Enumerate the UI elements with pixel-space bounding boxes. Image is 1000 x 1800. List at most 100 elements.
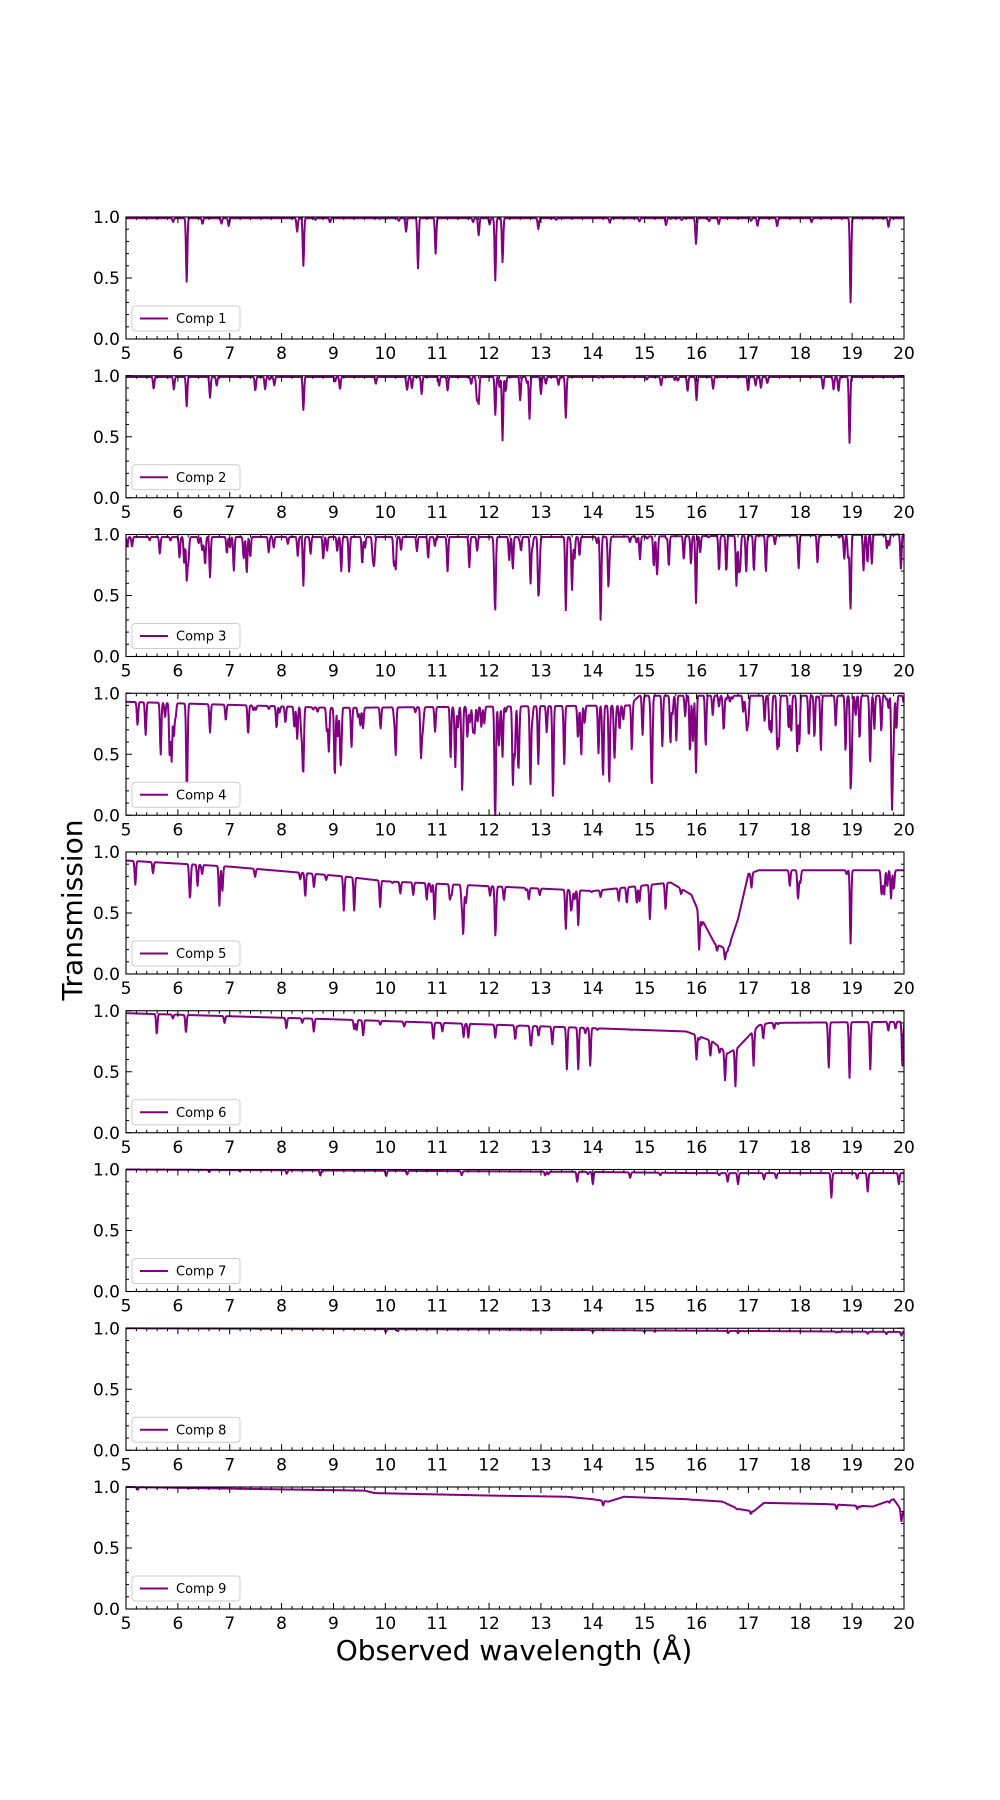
legend-label: Comp 5 — [176, 947, 226, 962]
x-tick-label: 9 — [328, 503, 339, 523]
legend-box — [131, 1575, 241, 1602]
x-tick-label: 6 — [172, 344, 183, 364]
y-tick-label: 0.5 — [93, 587, 120, 607]
axes-frame — [125, 1168, 905, 1293]
x-tick-label: 18 — [789, 1297, 811, 1317]
x-tick-label: 5 — [121, 1614, 132, 1634]
x-tick-label: 12 — [478, 1297, 500, 1317]
x-tick-label: 13 — [530, 820, 552, 840]
x-tick-label: 19 — [841, 1614, 863, 1634]
legend: Comp 9 — [131, 1575, 241, 1602]
x-tick-label: 15 — [634, 1297, 656, 1317]
x-tick-label: 18 — [789, 1614, 811, 1634]
x-tick-label: 14 — [582, 662, 604, 682]
x-tick-label: 5 — [121, 662, 132, 682]
x-tick-label: 13 — [530, 662, 552, 682]
legend-label: Comp 6 — [176, 1106, 226, 1121]
series-line-comp-9 — [126, 1486, 904, 1523]
x-tick-label: 10 — [375, 820, 397, 840]
x-tick-label: 10 — [375, 1455, 397, 1475]
y-tick-label: 0.5 — [93, 428, 120, 448]
x-tick-label: 13 — [530, 344, 552, 364]
x-tick-label: 10 — [375, 1297, 397, 1317]
x-tick-label: 9 — [328, 820, 339, 840]
x-tick-label: 16 — [686, 1138, 708, 1158]
legend: Comp 1 — [131, 305, 241, 332]
legend-label: Comp 7 — [176, 1265, 226, 1280]
x-tick-label: 15 — [634, 503, 656, 523]
y-tick-label: 0.0 — [93, 806, 120, 826]
panels-group: 5 6 7 8 9 10 11 12 13 14 15 16 17 18 19 20 0.0 0.5 1.0 Comp… — [93, 208, 915, 1634]
x-tick-label: 5 — [121, 979, 132, 999]
y-tick-label: 0.0 — [93, 489, 120, 509]
x-tick-label: 13 — [530, 1455, 552, 1475]
x-tick-label: 9 — [328, 1455, 339, 1475]
x-tick-label: 18 — [789, 820, 811, 840]
x-tick-label: 16 — [686, 820, 708, 840]
x-tick-label: 8 — [276, 344, 287, 364]
panel-7: 5 6 7 8 9 10 11 12 13 14 15 16 17 18 19 20 0.0 0.5 1.0 Comp… — [93, 1161, 915, 1317]
x-tick-label: 7 — [224, 344, 235, 364]
x-tick-label: 7 — [224, 662, 235, 682]
x-tick-label: 11 — [426, 1614, 448, 1634]
x-tick-label: 5 — [121, 344, 132, 364]
x-tick-label: 19 — [841, 1138, 863, 1158]
legend-label: Comp 3 — [176, 630, 226, 645]
panel-8: 5 6 7 8 9 10 11 12 13 14 15 16 17 18 19 20 0.0 0.5 1.0 Comp… — [93, 1319, 915, 1475]
x-tick-label: 8 — [276, 1138, 287, 1158]
axes-frame — [125, 1486, 905, 1610]
y-tick-label: 1.0 — [93, 1002, 120, 1022]
x-tick-label: 10 — [375, 662, 397, 682]
x-tick-label: 5 — [121, 503, 132, 523]
x-tick-label: 7 — [224, 503, 235, 523]
x-tick-label: 7 — [224, 1614, 235, 1634]
x-tick-label: 8 — [276, 820, 287, 840]
x-tick-label: 16 — [686, 503, 708, 523]
x-tick-label: 15 — [634, 662, 656, 682]
x-tick-label: 20 — [893, 1455, 915, 1475]
legend-box — [131, 305, 241, 332]
legend-box — [131, 781, 241, 808]
x-tick-label: 17 — [738, 1614, 760, 1634]
series-line-comp-6 — [126, 1012, 904, 1088]
panel-3: 5 6 7 8 9 10 11 12 13 14 15 16 17 18 19 20 0.0 0.5 1.0 Comp… — [93, 526, 915, 682]
series-line-comp-4 — [126, 694, 904, 817]
x-tick-label: 12 — [478, 820, 500, 840]
x-tick-label: 10 — [375, 979, 397, 999]
legend: Comp 4 — [131, 781, 241, 808]
legend-label: Comp 4 — [176, 788, 226, 803]
x-tick-label: 5 — [121, 820, 132, 840]
y-tick-label: 1.0 — [93, 367, 120, 387]
x-tick-label: 5 — [121, 1297, 132, 1317]
x-tick-label: 10 — [375, 1138, 397, 1158]
x-tick-label: 9 — [328, 344, 339, 364]
x-axis-label: Observed wavelength (Å) — [336, 1633, 693, 1667]
y-tick-label: 0.5 — [93, 1539, 120, 1559]
legend-label: Comp 9 — [176, 1582, 226, 1597]
axes-frame — [125, 1327, 905, 1451]
x-tick-label: 8 — [276, 662, 287, 682]
x-tick-label: 15 — [634, 1614, 656, 1634]
y-tick-label: 0.0 — [93, 1600, 120, 1620]
x-tick-label: 13 — [530, 979, 552, 999]
legend-box — [131, 464, 241, 491]
x-tick-label: 11 — [426, 979, 448, 999]
x-tick-label: 8 — [276, 1614, 287, 1634]
series-line-comp-8 — [126, 1327, 904, 1337]
axes-frame — [125, 375, 905, 499]
x-tick-label: 17 — [738, 979, 760, 999]
y-tick-label: 0.0 — [93, 1441, 120, 1461]
x-tick-label: 12 — [478, 979, 500, 999]
series-line-comp-1 — [126, 217, 904, 304]
x-tick-label: 6 — [172, 1297, 183, 1317]
x-tick-label: 20 — [893, 979, 915, 999]
series-line-comp-5 — [126, 859, 904, 961]
panel-1: 5 6 7 8 9 10 11 12 13 14 15 16 17 18 19 20 0.0 0.5 1.0 Comp… — [93, 208, 915, 364]
x-tick-label: 14 — [582, 1297, 604, 1317]
legend: Comp 7 — [131, 1258, 241, 1284]
y-tick-label: 0.0 — [93, 1283, 120, 1303]
x-tick-label: 14 — [582, 344, 604, 364]
x-tick-label: 11 — [426, 503, 448, 523]
legend-box — [131, 1099, 241, 1126]
x-tick-label: 20 — [893, 1614, 915, 1634]
